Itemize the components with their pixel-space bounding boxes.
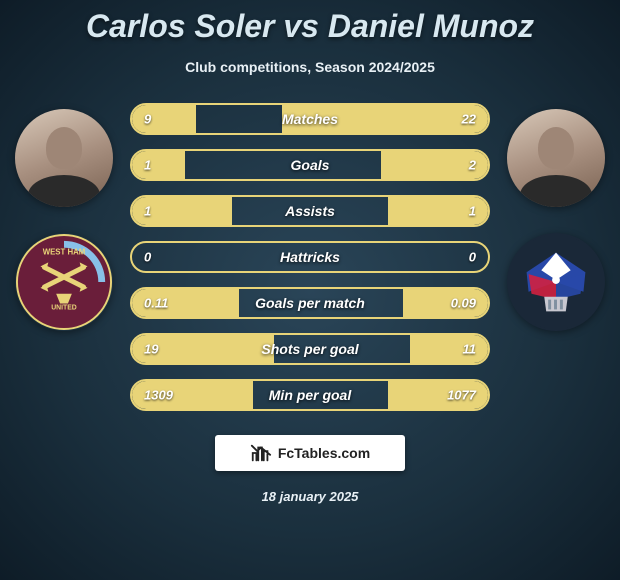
stat-row: 19 11 Shots per goal — [130, 333, 490, 365]
stat-fill-left — [132, 151, 185, 179]
brand-badge[interactable]: FcTables.com — [215, 435, 405, 471]
player-right-avatar — [507, 109, 605, 207]
player-right-club-badge — [507, 233, 605, 331]
westham-badge-icon: WEST HAM UNITED — [15, 233, 113, 331]
stat-value-left: 19 — [144, 342, 158, 357]
stat-label: Shots per goal — [261, 341, 358, 357]
stat-row: 0 0 Hattricks — [130, 241, 490, 273]
stat-value-left: 9 — [144, 112, 151, 127]
stat-row: 0.11 0.09 Goals per match — [130, 287, 490, 319]
date-text: 18 january 2025 — [0, 489, 620, 504]
player-left-club-badge: WEST HAM UNITED — [15, 233, 113, 331]
stat-value-right: 22 — [462, 112, 476, 127]
chart-icon — [250, 442, 272, 464]
stat-value-left: 1 — [144, 158, 151, 173]
stat-value-right: 0.09 — [451, 296, 476, 311]
stat-value-left: 0.11 — [144, 296, 168, 311]
stat-value-right: 11 — [463, 342, 477, 357]
stat-value-left: 1 — [144, 204, 151, 219]
brand-text: FcTables.com — [278, 445, 370, 461]
player-left-avatar — [15, 109, 113, 207]
stat-value-right: 1077 — [447, 388, 476, 403]
page-title: Carlos Soler vs Daniel Munoz — [0, 0, 620, 45]
stat-value-right: 1 — [469, 204, 476, 219]
stat-label: Goals per match — [255, 295, 365, 311]
svg-text:WEST HAM: WEST HAM — [43, 248, 86, 257]
left-player-column: WEST HAM UNITED — [8, 103, 120, 411]
stat-value-left: 1309 — [144, 388, 173, 403]
crystalpalace-badge-icon — [507, 233, 605, 331]
stat-label: Min per goal — [269, 387, 351, 403]
stat-label: Goals — [291, 157, 330, 173]
stat-fill-left — [132, 105, 196, 133]
comparison-panel: WEST HAM UNITED 922Matches12Goals11Assis… — [0, 103, 620, 411]
stat-row: 1 1 Assists — [130, 195, 490, 227]
stat-label: Assists — [285, 203, 335, 219]
svg-text:UNITED: UNITED — [51, 304, 77, 311]
stat-row: 9 22 Matches — [130, 103, 490, 135]
stat-value-right: 2 — [469, 158, 476, 173]
stat-label: Matches — [282, 111, 338, 127]
right-player-column — [500, 103, 612, 411]
stat-value-right: 0 — [469, 250, 476, 265]
stat-row: 1 2 Goals — [130, 149, 490, 181]
stat-value-left: 0 — [144, 250, 151, 265]
stat-row: 1309 1077 Min per goal — [130, 379, 490, 411]
stat-label: Hattricks — [280, 249, 340, 265]
subtitle: Club competitions, Season 2024/2025 — [0, 59, 620, 75]
stats-column: 922Matches12Goals11Assists00Hattricks0.1… — [120, 103, 500, 411]
